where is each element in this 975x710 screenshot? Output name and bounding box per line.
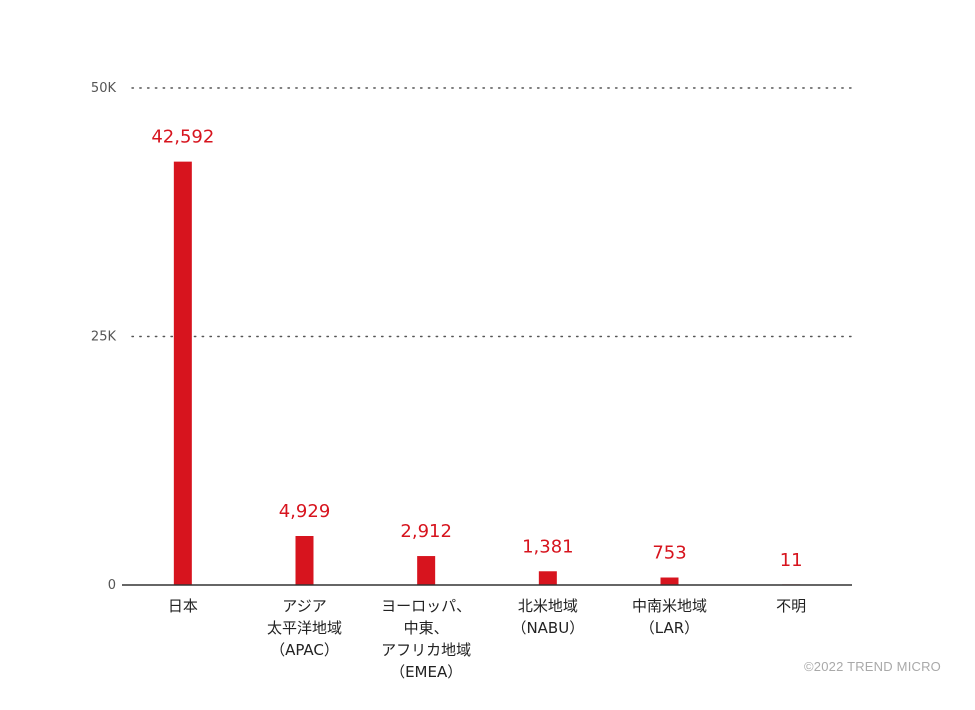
x-tick-label: ヨーロッパ、中東、アフリカ地域（EMEA） (381, 597, 471, 681)
bar (295, 536, 314, 585)
data-label: 4,929 (279, 501, 331, 522)
y-tick-label: 25K (91, 330, 117, 345)
data-label: 11 (780, 550, 803, 571)
data-label: 753 (652, 543, 686, 564)
x-tick-label: 北米地域（NABU） (511, 597, 584, 637)
data-label: 1,381 (522, 536, 574, 557)
x-tick-label: 中南米地域（LAR） (632, 597, 707, 637)
x-tick-label: アジア太平洋地域（APAC） (267, 597, 342, 659)
data-label: 42,592 (151, 127, 214, 148)
copyright-credit: ©2022 TREND MICRO (804, 659, 941, 674)
x-tick-label: 不明 (776, 597, 806, 615)
bar (417, 556, 436, 585)
bar (538, 571, 557, 585)
data-label: 2,912 (400, 521, 452, 542)
y-tick-label: 0 (108, 578, 116, 593)
bar (173, 161, 192, 586)
y-tick-label: 50K (91, 81, 117, 96)
bar (660, 577, 679, 585)
x-tick-label: 日本 (168, 597, 198, 615)
